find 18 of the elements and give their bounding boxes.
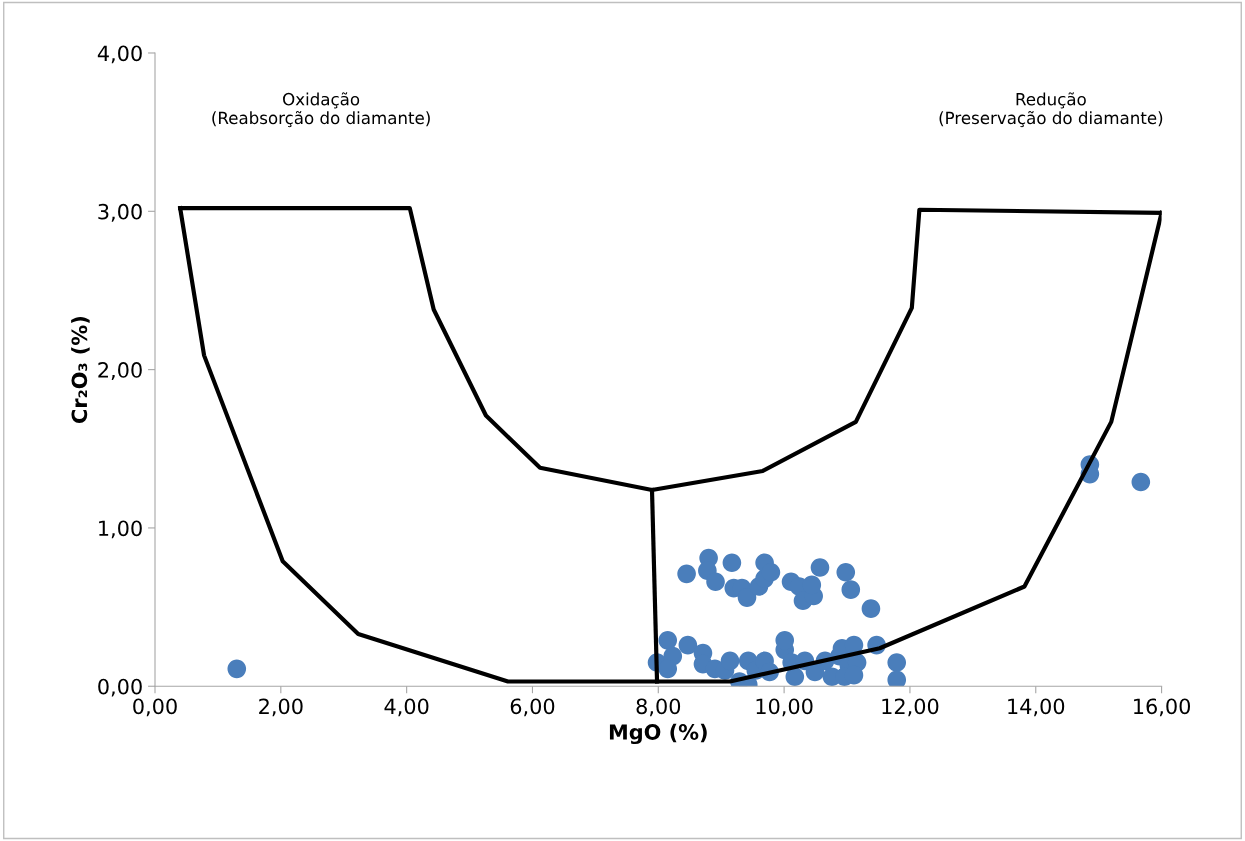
x-tick-label: 10,00 [756,698,813,717]
annotation: Redução (Preservação do diamante) [939,92,1163,128]
x-tick-label: 12,00 [882,698,939,717]
x-tick-label: 8,00 [636,698,681,717]
x-tick-label: 2,00 [259,698,303,717]
y-tick-label: 4,00 [97,45,142,64]
x-tick-label: 0,00 [133,698,177,717]
x-tick-label: 4,00 [384,698,429,717]
x-tick-label: 6,00 [510,698,555,717]
y-tick-label: 1,00 [99,520,142,539]
y-tick-label: 3,00 [98,203,142,222]
y-tick-label: 0,00 [98,678,142,697]
y-tick-label: 2,00 [98,362,142,380]
annotation: Oxidação (Reabsorção do diamante) [212,92,430,128]
x-tick-label: 16,00 [1134,698,1191,717]
x-tick-label: 14,00 [1008,698,1065,717]
y-axis-title: Cr₂O₃ (%) [71,317,90,423]
x-axis-title: MgO (%) [609,723,707,745]
